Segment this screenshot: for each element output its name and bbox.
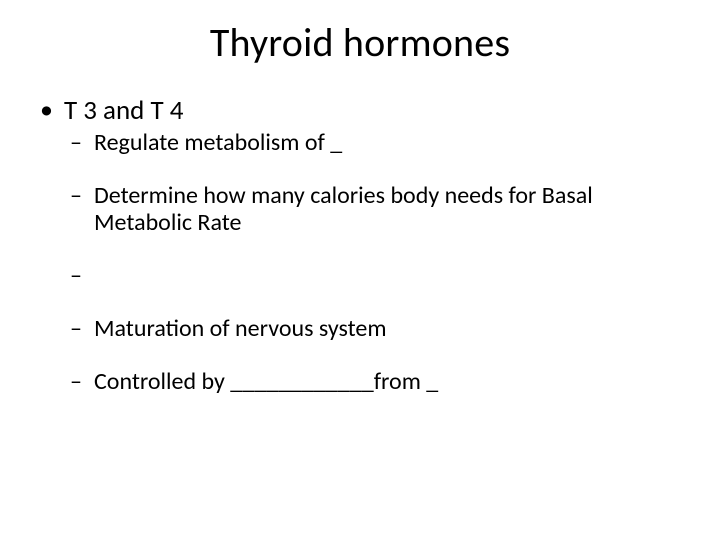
list-item: Determine how many calories body needs f… <box>64 183 690 237</box>
bullet-l2-3: Maturation of nervous system <box>94 314 387 343</box>
bullet-list-level2: Regulate metabolism of _ Determine how m… <box>64 130 690 395</box>
list-item: Regulate metabolism of _ <box>64 130 690 157</box>
bullet-l2-4: Controlled by ____________from _ <box>94 367 438 396</box>
list-item: T 3 and T 4 Regulate metabolism of _ Det… <box>30 95 690 395</box>
bullet-list-level1: T 3 and T 4 Regulate metabolism of _ Det… <box>30 95 690 395</box>
list-item: Maturation of nervous system <box>64 316 690 343</box>
slide-title: Thyroid hormones <box>30 18 690 67</box>
bullet-l1-0: T 3 and T 4 <box>64 94 183 127</box>
list-item <box>64 263 690 290</box>
bullet-l2-0: Regulate metabolism of _ <box>94 128 342 157</box>
list-item: Controlled by ____________from _ <box>64 369 690 396</box>
slide: Thyroid hormones T 3 and T 4 Regulate me… <box>0 0 720 540</box>
bullet-l2-1: Determine how many calories body needs f… <box>94 181 593 237</box>
